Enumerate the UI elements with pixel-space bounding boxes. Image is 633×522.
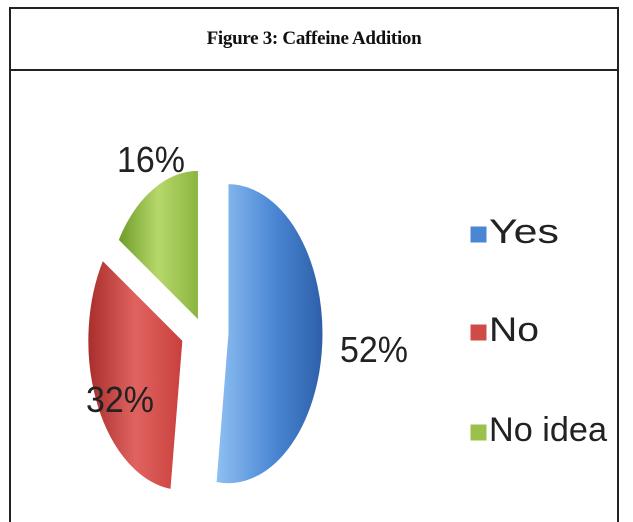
pie-slice-yes [216,184,323,484]
data-label-no-idea: 16% [117,139,185,180]
legend-label-no: No [489,311,539,349]
pie-slice-no [88,260,183,489]
data-label-no: 32% [86,379,154,420]
legend-swatch-no [470,324,487,341]
legend-swatch-no-idea [470,424,487,441]
legend-label-yes: Yes [489,213,559,251]
data-label-yes: 52% [340,329,408,370]
legend-label-no-idea: No idea [489,411,607,449]
legend-swatch-yes [470,226,487,243]
